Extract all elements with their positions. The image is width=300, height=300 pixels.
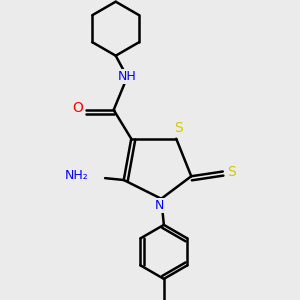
Text: NH: NH	[118, 70, 136, 83]
Text: N: N	[155, 199, 164, 212]
Text: NH₂: NH₂	[64, 169, 88, 182]
Text: S: S	[174, 121, 182, 135]
Text: S: S	[226, 164, 236, 178]
Text: O: O	[73, 101, 83, 115]
